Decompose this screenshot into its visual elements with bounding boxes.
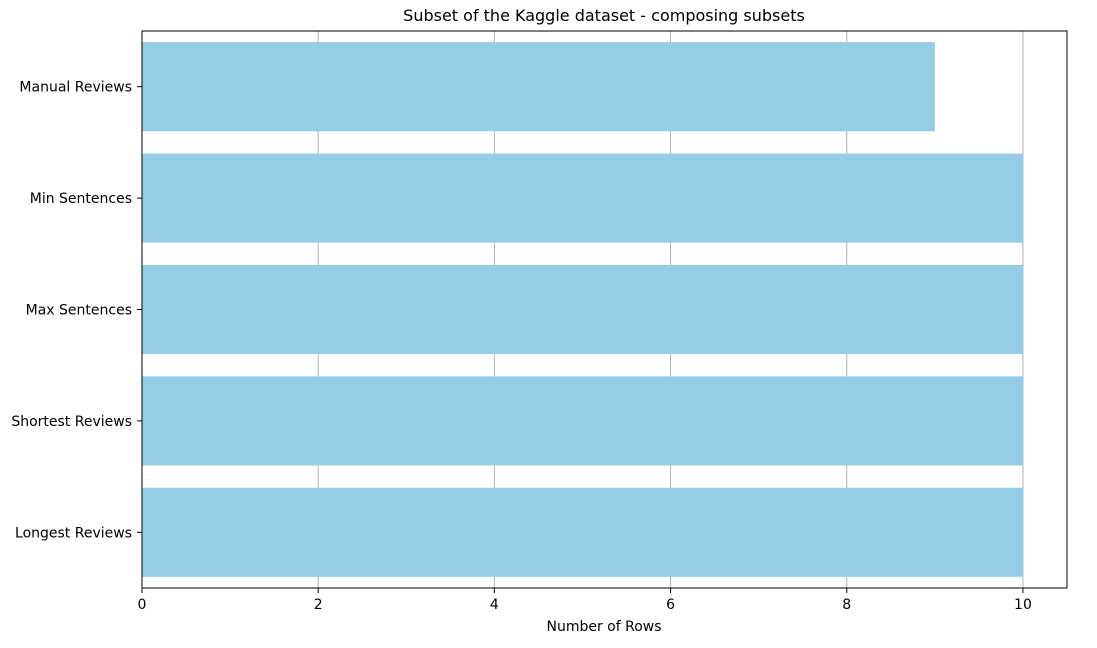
y-tick-label: Min Sentences	[30, 191, 132, 207]
y-tick-label: Longest Reviews	[15, 525, 132, 541]
chart-title: Subset of the Kaggle dataset - composing…	[403, 6, 805, 25]
x-tick-label: 8	[842, 597, 851, 613]
y-tick-label: Manual Reviews	[19, 80, 132, 96]
x-tick-label: 0	[138, 597, 147, 613]
x-tick-label: 10	[1014, 597, 1032, 613]
x-tick-label: 2	[314, 597, 323, 613]
bars	[142, 42, 1023, 577]
y-axis-ticks: Manual Reviews Min Sentences Max Sentences…	[11, 80, 142, 541]
bar	[142, 264, 1023, 355]
bar	[142, 376, 1023, 466]
y-tick-label: Shortest Reviews	[11, 414, 132, 430]
x-tick-label: 6	[666, 597, 675, 613]
bar	[142, 487, 1023, 577]
x-axis-label: Number of Rows	[546, 619, 661, 635]
y-tick-label: Max Sentences	[26, 303, 132, 319]
x-tick-label: 4	[490, 597, 499, 613]
x-axis-ticks: 0 2 4 6 8 10	[138, 588, 1032, 613]
bar	[142, 153, 1023, 243]
bar	[142, 42, 935, 132]
